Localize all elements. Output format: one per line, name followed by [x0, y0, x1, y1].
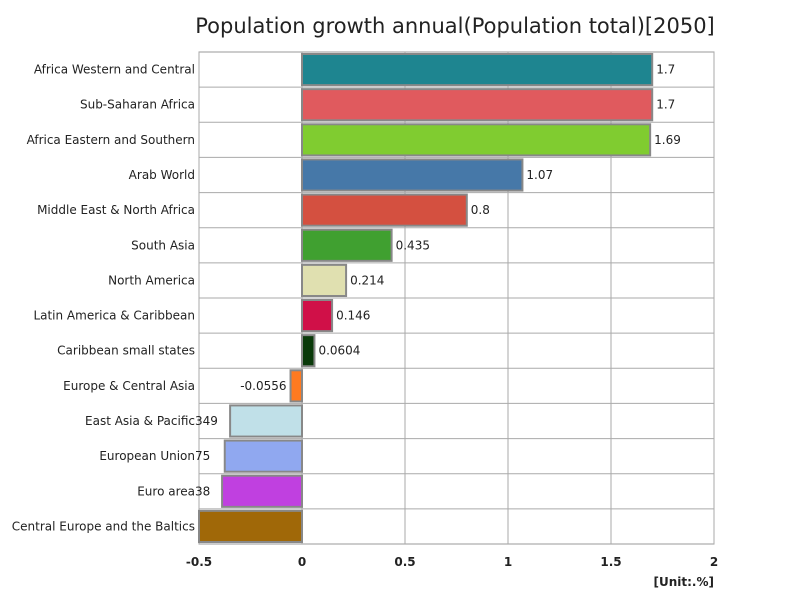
category-label: Caribbean small states: [57, 344, 195, 358]
x-tick-label: -0.5: [186, 555, 212, 569]
category-label: South Asia: [131, 238, 195, 252]
chart-title: Population growth annual(Population tota…: [195, 14, 715, 38]
value-label: 0.0604: [318, 344, 360, 358]
bar: [301, 88, 654, 122]
bar-layer: [198, 53, 654, 544]
x-tick-label: 1: [504, 555, 512, 569]
category-label: Africa Eastern and Southern: [27, 133, 195, 147]
x-tick-label: 0: [298, 555, 306, 569]
x-tick-label: 0.5: [394, 555, 415, 569]
label-layer: -0.5 0 0.5 1 1.5 2 Africa Western and Central 1…: [12, 63, 718, 569]
value-label: 38: [195, 484, 210, 498]
category-label: Europe & Central Asia: [63, 379, 195, 393]
bar: [301, 334, 316, 368]
value-label: 1.69: [654, 133, 681, 147]
value-label: 0.214: [350, 273, 384, 287]
category-label: Middle East & North Africa: [37, 203, 195, 217]
bar: [301, 193, 468, 227]
value-label: 1.7: [656, 98, 675, 112]
category-label: Euro area: [137, 484, 195, 498]
value-label: 0.435: [396, 238, 430, 252]
value-label: -0.0556: [240, 379, 286, 393]
bar: [301, 299, 334, 333]
category-label: East Asia & Pacific: [85, 414, 195, 428]
bar: [301, 123, 652, 157]
category-label: Latin America & Caribbean: [33, 309, 195, 323]
value-label: 349: [195, 414, 218, 428]
value-label: 1.07: [526, 168, 553, 182]
bar: [301, 228, 393, 262]
x-tick-label: 2: [710, 555, 718, 569]
bar: [198, 509, 303, 544]
bar: [229, 404, 303, 438]
value-label: 75: [195, 449, 210, 463]
value-label: 0.8: [471, 203, 490, 217]
bar: [301, 158, 524, 192]
bar: [223, 439, 303, 473]
value-label: 0.146: [336, 309, 370, 323]
bar: [221, 474, 304, 508]
value-label: 1.7: [656, 63, 675, 77]
category-label: North America: [108, 273, 195, 287]
bar: [301, 263, 348, 298]
category-label: Africa Western and Central: [34, 63, 195, 77]
category-label: Central Europe and the Baltics: [12, 519, 195, 533]
category-label: Sub-Saharan Africa: [80, 98, 195, 112]
category-label: European Union: [99, 449, 195, 463]
bar: [289, 369, 303, 403]
x-tick-label: 1.5: [600, 555, 621, 569]
category-label: Arab World: [129, 168, 195, 182]
unit-label: [Unit:.%]: [653, 575, 715, 589]
bar: [301, 53, 654, 87]
